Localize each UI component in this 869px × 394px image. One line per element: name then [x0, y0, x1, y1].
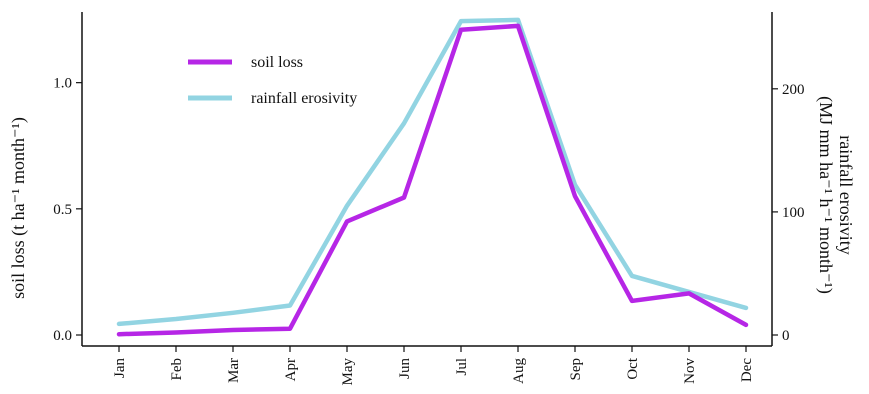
legend-label: soil loss	[251, 54, 303, 71]
legend: soil loss rainfall erosivity	[188, 54, 357, 107]
series-line-soil-loss	[116, 23, 749, 337]
x-tick-label: Jul	[454, 358, 470, 376]
y-left-tick-label: 0.0	[53, 328, 72, 344]
x-tick-label: Sep	[568, 358, 584, 381]
x-tick-label: Aug	[511, 358, 527, 384]
y-axis-right-label-line1: rainfall erosivity	[836, 135, 856, 254]
x-tick-label: Oct	[625, 357, 641, 379]
y-right-tick-label: 200	[782, 82, 805, 98]
x-tick-label: Nov	[682, 358, 698, 384]
series-line-rainfall-erosivity	[116, 17, 749, 327]
x-tick-label: May	[340, 358, 356, 386]
y-right-tick-label: 100	[782, 205, 805, 221]
x-tick-label: Mar	[226, 358, 242, 383]
y-right-tick-label: 0	[782, 328, 790, 344]
x-tick-label: Jun	[397, 358, 413, 379]
x-tick-label: Dec	[739, 358, 755, 382]
x-tick-label: Feb	[169, 358, 185, 381]
legend-label: rainfall erosivity	[251, 90, 357, 107]
y-axis-right-label-line2: (MJ mm ha⁻¹ h⁻¹ month⁻¹)	[815, 96, 836, 294]
y-left-tick-label: 0.5	[53, 202, 72, 218]
axes: 0.0 0.5 1.0 0 100 200 Jan Feb Mar Apr May Jun Jul Aug…	[53, 12, 805, 386]
x-tick-label: Apr	[283, 358, 299, 381]
y-axis-left-label: soil loss (t ha⁻¹ month⁻¹)	[8, 117, 29, 299]
y-left-tick-label: 1.0	[53, 76, 72, 92]
x-tick-label: Jan	[112, 358, 128, 378]
series-lines	[116, 17, 749, 337]
